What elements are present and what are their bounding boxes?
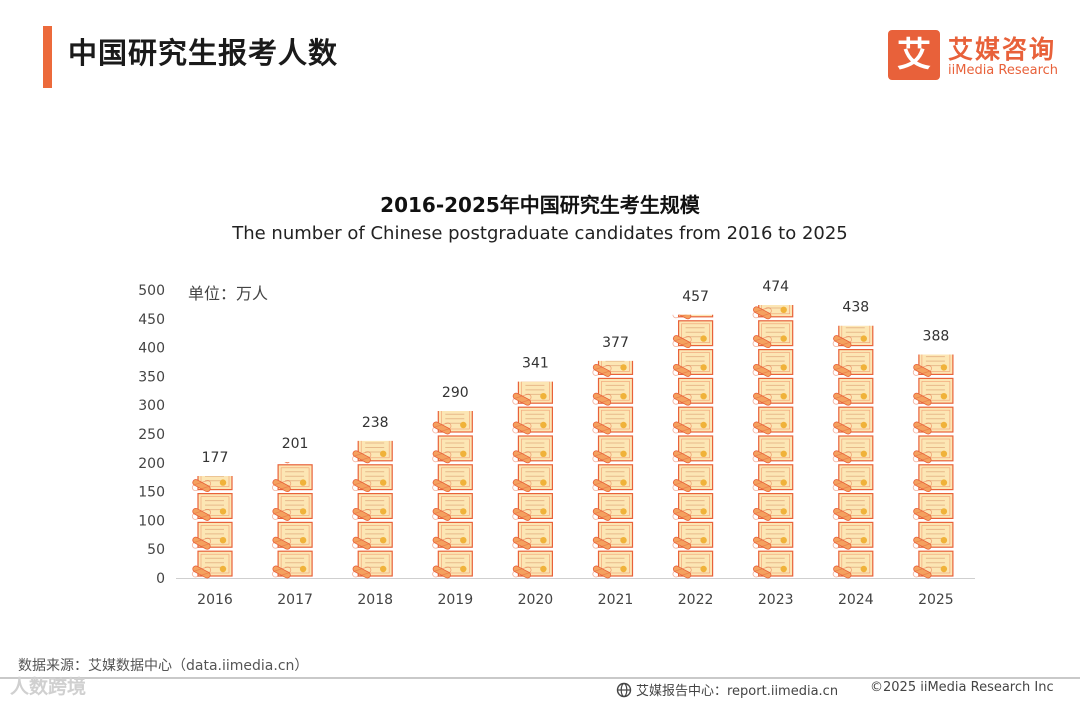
y-tick-label: 50 xyxy=(147,542,165,558)
bar-2023 xyxy=(752,304,794,579)
iimedia-logo: 艾 艾媒咨询 iiMedia Research xyxy=(888,30,1068,82)
bar-2019 xyxy=(432,410,473,579)
data-label-2020: 341 xyxy=(522,356,549,372)
title-accent-bar xyxy=(43,26,52,88)
bar-2018 xyxy=(352,440,393,579)
page-title: 中国研究生报考人数 xyxy=(68,36,339,70)
x-tick-label-2016: 2016 xyxy=(197,592,233,608)
x-tick-label-2021: 2021 xyxy=(598,592,634,608)
x-tick-label-2022: 2022 xyxy=(678,592,714,608)
bar-2017 xyxy=(272,462,313,579)
globe-icon xyxy=(616,682,632,698)
data-source: 数据来源：艾媒数据中心（data.iimedia.cn） xyxy=(18,658,309,674)
x-tick-label-2019: 2019 xyxy=(437,592,473,608)
data-label-2023: 474 xyxy=(762,279,789,295)
data-label-2019: 290 xyxy=(442,385,469,401)
logo-mark-icon: 艾 xyxy=(888,30,940,80)
footer-copyright: ©2025 iiMedia Research Inc xyxy=(870,680,1054,695)
y-tick-label: 100 xyxy=(138,513,165,529)
footer-report-center-text: 艾媒报告中心：report.iimedia.cn xyxy=(636,684,839,699)
bar-2022 xyxy=(672,314,714,579)
x-tick-label-2024: 2024 xyxy=(838,592,874,608)
logo-chinese-name: 艾媒咨询 xyxy=(948,35,1057,64)
bar-2020 xyxy=(512,381,554,579)
y-tick-label: 400 xyxy=(138,341,165,357)
footer-divider xyxy=(0,677,1080,679)
y-tick-label: 350 xyxy=(138,369,165,385)
data-label-2017: 201 xyxy=(282,436,309,452)
bar-2021 xyxy=(592,360,634,579)
y-tick-label: 450 xyxy=(138,312,165,328)
data-label-2022: 457 xyxy=(682,289,709,305)
chart-subtitle: The number of Chinese postgraduate candi… xyxy=(232,223,848,244)
bar-2016 xyxy=(191,476,233,579)
bar-2025 xyxy=(912,354,954,579)
x-tick-label-2018: 2018 xyxy=(357,592,393,608)
x-tick-label-2025: 2025 xyxy=(918,592,954,608)
chart-title: 2016-2025年中国研究生考生规模 xyxy=(380,193,700,217)
y-tick-label: 250 xyxy=(138,427,165,443)
y-tick-label: 300 xyxy=(138,398,165,414)
data-label-2024: 438 xyxy=(842,300,869,316)
y-tick-label: 200 xyxy=(138,456,165,472)
unit-label: 单位：万人 xyxy=(188,284,269,303)
data-label-2016: 177 xyxy=(202,450,229,466)
bar-2024 xyxy=(832,325,874,579)
watermark: 人数跨境 xyxy=(10,676,87,698)
data-label-2021: 377 xyxy=(602,335,629,351)
y-tick-label: 150 xyxy=(138,485,165,501)
data-label-2018: 238 xyxy=(362,415,389,431)
x-tick-label-2017: 2017 xyxy=(277,592,313,608)
logo-english-name: iiMedia Research xyxy=(948,63,1059,78)
x-tick-label-2023: 2023 xyxy=(758,592,794,608)
data-label-2025: 388 xyxy=(923,329,950,345)
y-tick-label: 500 xyxy=(138,283,165,299)
y-tick-label: 0 xyxy=(156,571,165,587)
footer-report-center: 艾媒报告中心：report.iimedia.cn xyxy=(616,680,838,699)
x-tick-label-2020: 2020 xyxy=(518,592,554,608)
